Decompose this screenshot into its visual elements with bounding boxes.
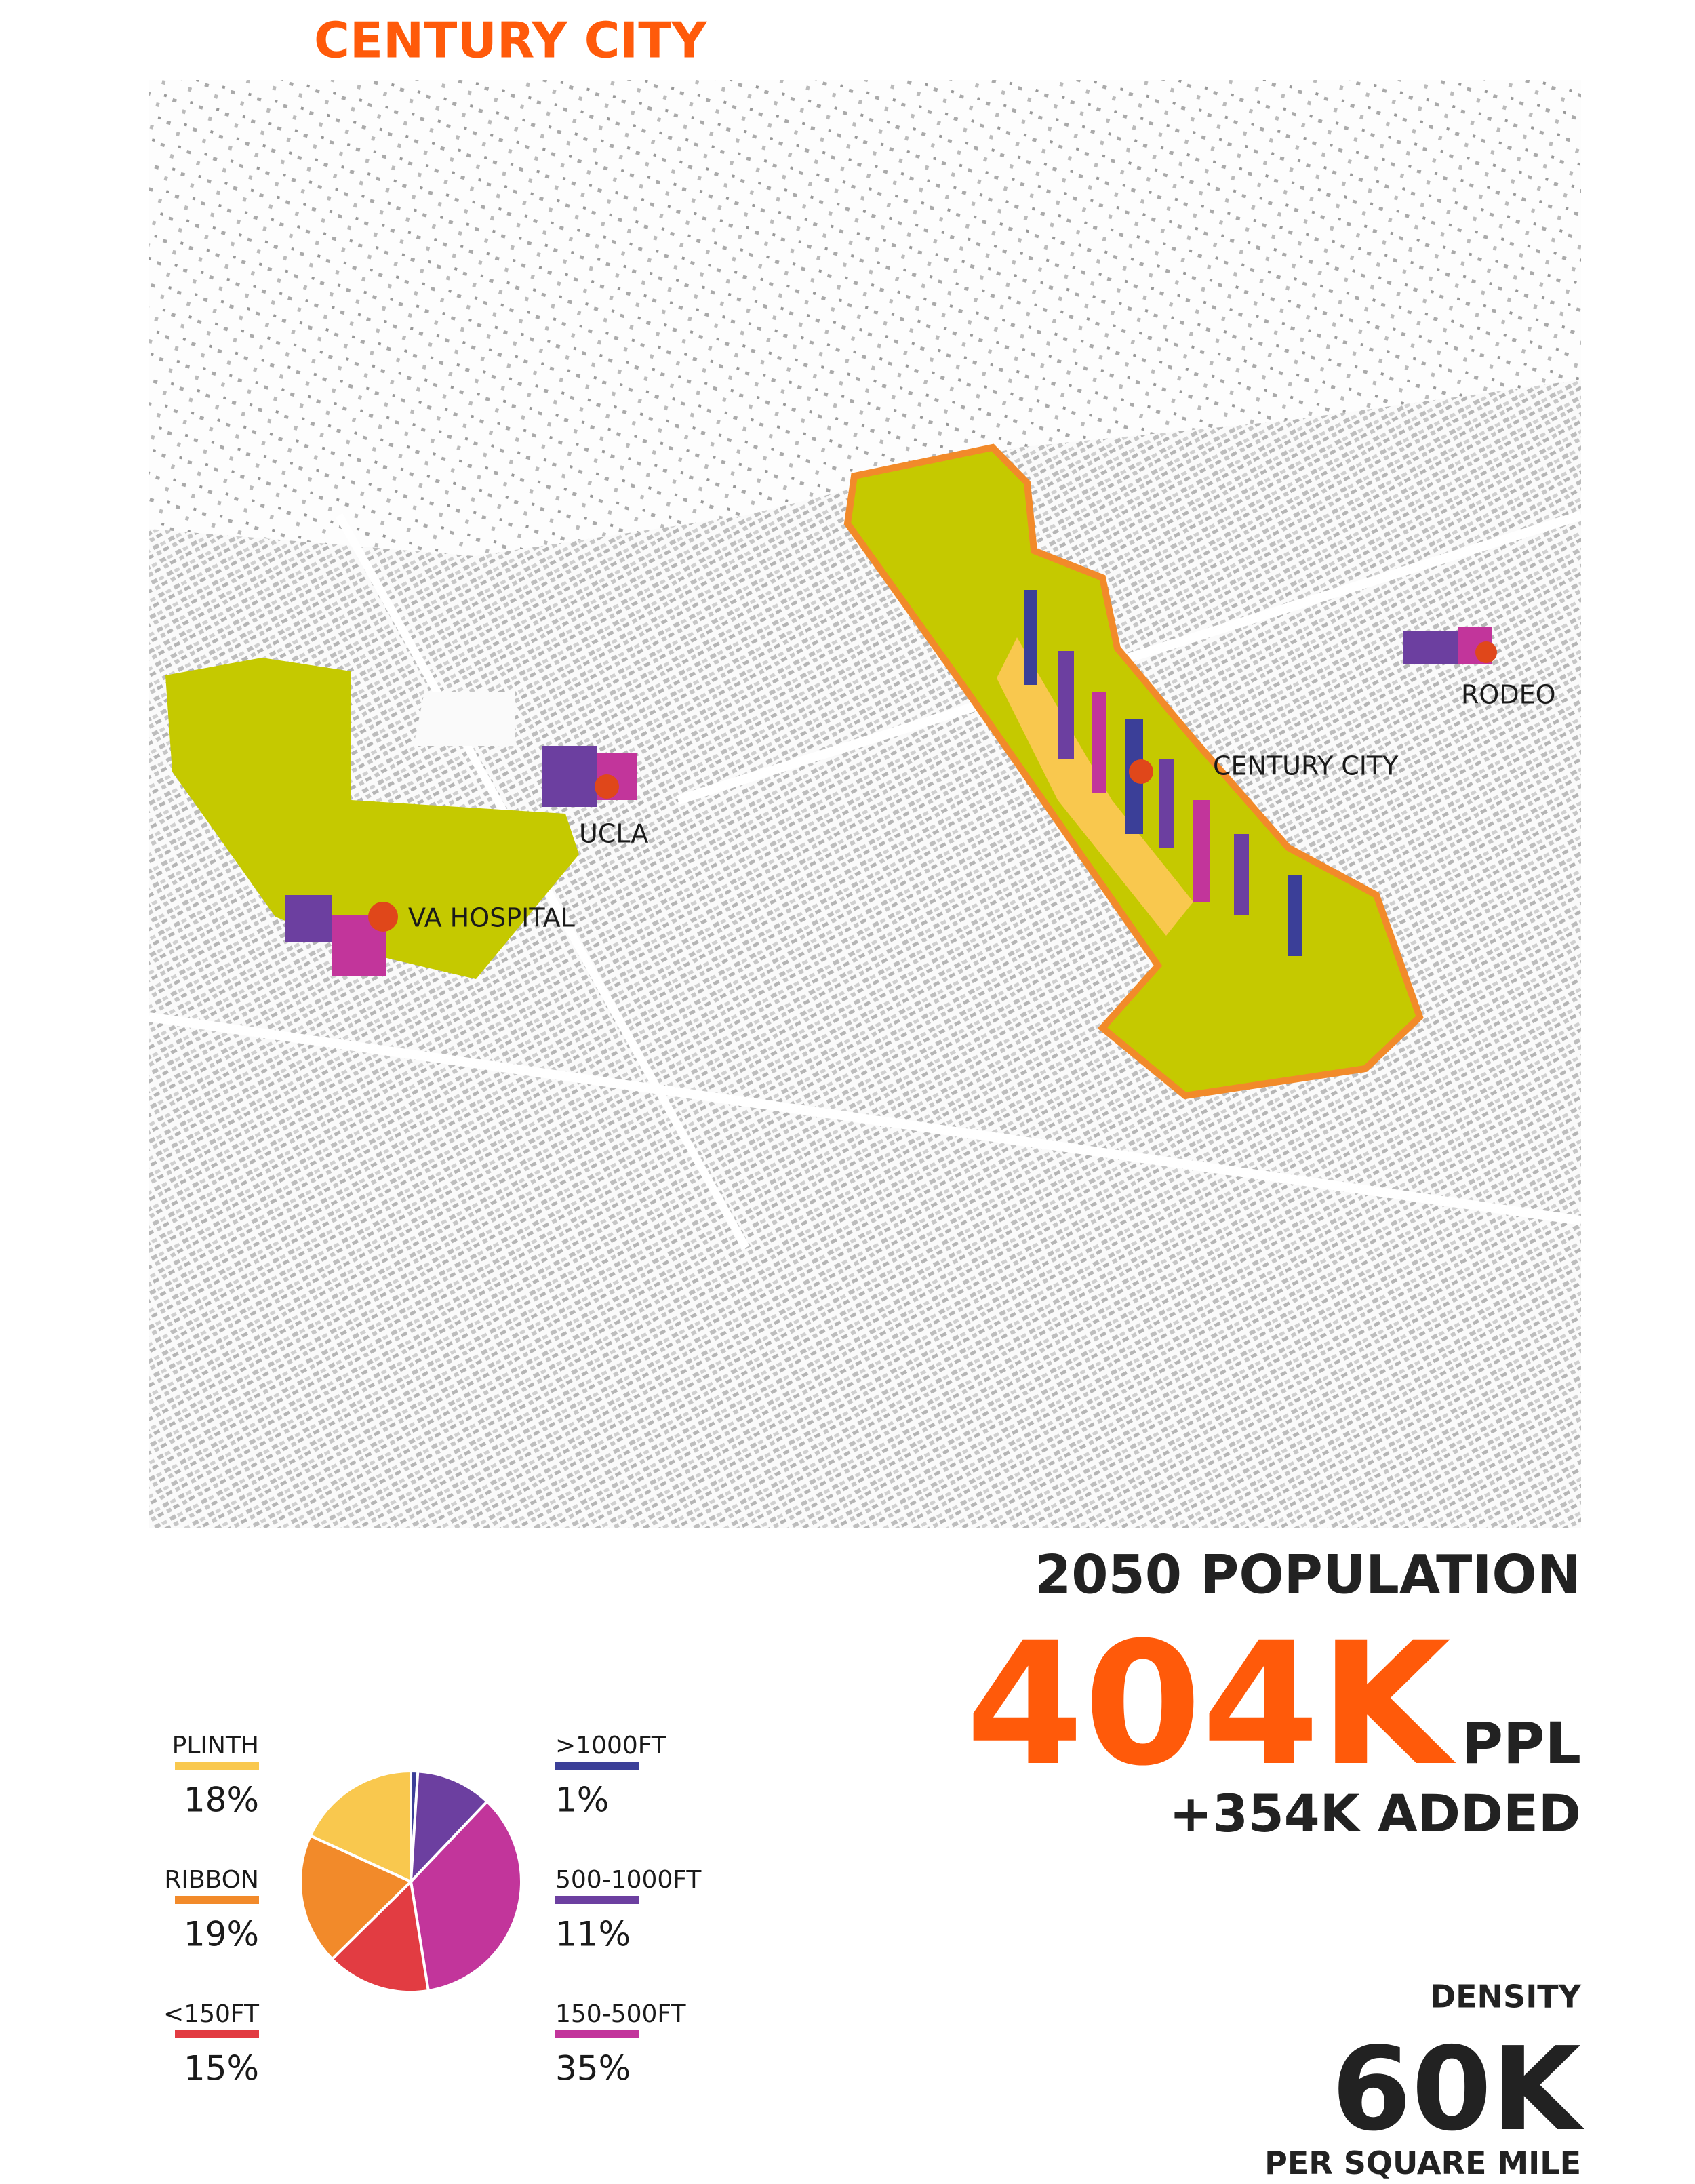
legend-swatch xyxy=(555,2030,639,2038)
population: 404K xyxy=(965,1606,1456,1803)
legend-value: 15% xyxy=(184,2049,259,2088)
map: CENTURY CITY UCLA VA HOSPITAL RODEO xyxy=(148,80,1583,1528)
legend-swatch xyxy=(175,1896,259,1904)
legend-swatch xyxy=(555,1896,639,1904)
legend-label: PLINTH xyxy=(172,1732,259,1760)
density-unit: PER SQUARE MILE xyxy=(1264,2145,1581,2181)
legend-value: 19% xyxy=(184,1915,259,1954)
legend-value: 1% xyxy=(555,1781,609,1820)
legend-value: 18% xyxy=(184,1781,259,1820)
legend-label: RIBBON xyxy=(164,1866,259,1894)
legend-label: 150-500FT xyxy=(555,2000,686,2028)
pie-slice xyxy=(330,1878,431,1993)
legend-label: 500-1000FT xyxy=(555,1866,702,1894)
legend-swatch xyxy=(175,1762,259,1770)
legend-swatch xyxy=(175,2030,259,2038)
pie-slice xyxy=(409,1770,490,1886)
pie-slice xyxy=(299,1833,414,1962)
map-label: CENTURY CITY xyxy=(1213,751,1399,781)
map-label: RODEO xyxy=(1461,680,1556,710)
pie-chart: >1000FT 1% 500-1000FT 11% 150-500FT 35% <150FT… xyxy=(163,1732,702,2088)
map-label: UCLA xyxy=(579,819,648,849)
legend-label: >1000FT xyxy=(555,1732,667,1760)
stat-heading: 2050 POPULATION xyxy=(1035,1545,1581,1606)
added: +354K ADDED xyxy=(1169,1783,1581,1844)
density: 60K xyxy=(1332,2023,1585,2157)
legend-value: 35% xyxy=(555,2049,631,2088)
pie-slice xyxy=(409,1800,523,1993)
title: CENTURY CITY xyxy=(314,12,707,69)
legend-swatch xyxy=(555,1762,639,1770)
legend-label: <150FT xyxy=(163,2000,260,2028)
legend-value: 11% xyxy=(555,1915,631,1954)
stats: 2050 POPULATION 404K PPL +354K ADDED DEN… xyxy=(965,1545,1584,2181)
population-unit: PPL xyxy=(1461,1710,1581,1776)
pie-slice xyxy=(308,1769,412,1884)
density-heading: DENSITY xyxy=(1430,1979,1582,2015)
map-label: VA HOSPITAL xyxy=(408,903,575,933)
